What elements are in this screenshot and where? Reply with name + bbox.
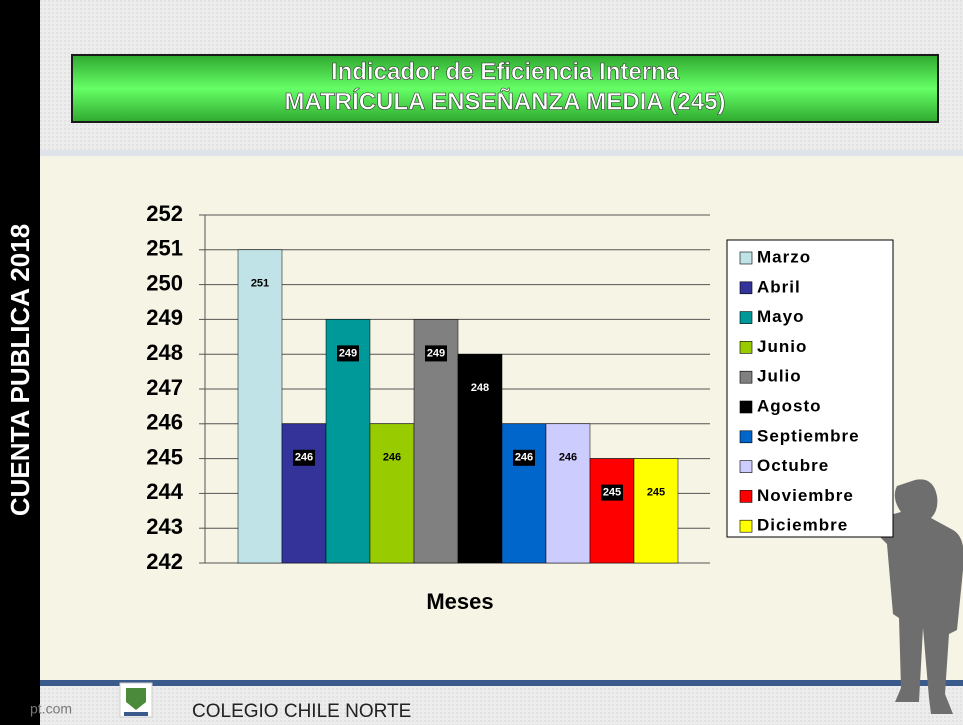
- chart-subtitle: MATRÍCULA ENSEÑANZA MEDIA (245): [285, 87, 726, 115]
- legend-swatch: [739, 519, 753, 533]
- legend-swatch: [739, 251, 753, 265]
- legend-swatch: [739, 311, 753, 324]
- x-axis-label: Meses: [426, 589, 493, 614]
- value-label: 246: [559, 452, 577, 464]
- side-strip: [0, 0, 40, 725]
- bar: [457, 353, 503, 564]
- legend-swatch: [739, 430, 753, 444]
- footer-line: [0, 680, 963, 686]
- legend-label: Marzo: [757, 247, 811, 266]
- y-tick-label: 242: [146, 549, 183, 574]
- legend-swatch: [739, 490, 753, 503]
- bar: [633, 458, 679, 564]
- y-tick-label: 250: [146, 270, 183, 295]
- value-label-bg: [425, 345, 447, 362]
- bar: [545, 423, 591, 564]
- y-tick-label: 249: [146, 305, 183, 330]
- y-tick-label: 246: [146, 410, 183, 435]
- y-tick-label: 252: [146, 201, 183, 226]
- value-label: 246: [383, 452, 401, 464]
- legend-swatch: [739, 400, 753, 414]
- y-tick-label: 247: [146, 375, 183, 400]
- legend-swatch: [739, 341, 753, 354]
- legend-swatch: [739, 281, 753, 295]
- legend-label: Septiembre: [757, 426, 860, 445]
- value-label: 245: [647, 487, 665, 499]
- y-tick-label: 248: [146, 340, 183, 365]
- legend-label: Julio: [757, 367, 802, 386]
- value-label: 249: [427, 347, 445, 359]
- value-label: 245: [603, 487, 621, 499]
- legend-box: [726, 239, 894, 538]
- legend-label: Abril: [757, 277, 801, 296]
- bar: [237, 249, 283, 564]
- legend-label: Agosto: [757, 396, 822, 415]
- bar: [369, 423, 415, 564]
- legend-label: Noviembre: [757, 486, 854, 505]
- legend-label: Junio: [757, 337, 807, 356]
- legend-label: Octubre: [757, 456, 829, 475]
- y-tick-label: 251: [146, 236, 183, 261]
- value-label: 249: [339, 347, 357, 359]
- legend-swatch: [739, 370, 753, 384]
- legend-label: Diciembre: [757, 516, 848, 535]
- value-label: 251: [251, 278, 269, 290]
- value-label: 246: [295, 452, 313, 464]
- y-tick-label: 244: [146, 479, 183, 504]
- value-label-bg: [337, 345, 359, 362]
- value-label: 246: [515, 452, 533, 464]
- y-tick-label: 245: [146, 444, 183, 469]
- bar: [501, 423, 547, 564]
- chart-title: Indicador de Eficiencia Interna: [331, 58, 680, 85]
- y-tick-label: 243: [146, 514, 183, 539]
- footer-site: pt.com: [30, 701, 72, 717]
- header-divider: [0, 150, 963, 156]
- value-label: 248: [471, 382, 489, 394]
- legend-label: Mayo: [757, 307, 804, 326]
- bar: [589, 458, 635, 564]
- person-silhouette: [870, 479, 963, 714]
- legend-swatch: [739, 460, 753, 473]
- value-label-bg: [513, 449, 535, 466]
- footer-band: [0, 680, 963, 725]
- value-label-bg: [293, 449, 315, 466]
- bar: [281, 423, 327, 564]
- side-text: CUENTA PUBLICA 2018: [5, 224, 35, 516]
- title-banner: [71, 54, 939, 123]
- value-label-bg: [601, 484, 623, 501]
- school-logo: [119, 682, 153, 718]
- footer-school: COLEGIO CHILE NORTE: [192, 701, 411, 722]
